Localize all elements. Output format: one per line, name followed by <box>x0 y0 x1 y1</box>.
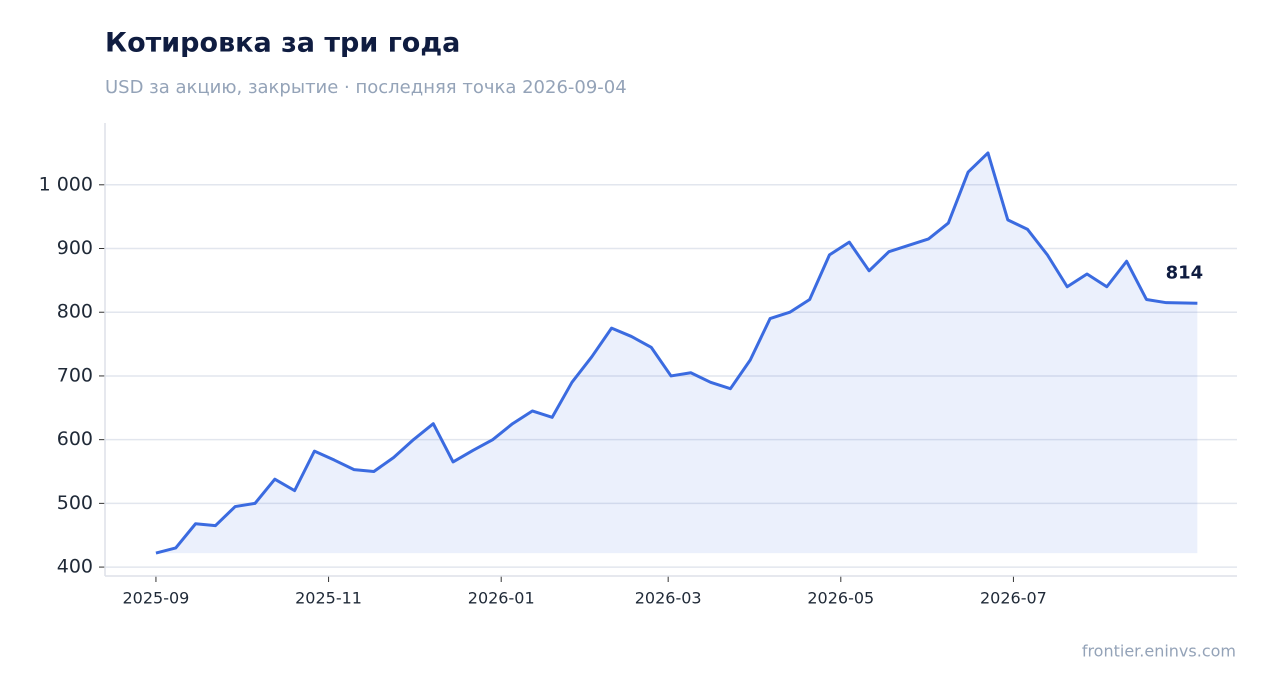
x-tick-label: 2025-09 <box>123 589 190 608</box>
chart-subtitle: USD за акцию, закрытие · последняя точка… <box>105 77 627 98</box>
x-tick-label: 2026-05 <box>807 589 874 608</box>
x-tick-label: 2026-01 <box>468 589 535 608</box>
y-tick-label: 700 <box>57 364 93 386</box>
y-tick-label: 800 <box>57 301 93 323</box>
y-tick-label: 600 <box>57 428 93 450</box>
source: frontier.eninvs.com <box>1082 642 1236 661</box>
y-tick-label: 900 <box>57 237 93 259</box>
y-tick-label: 500 <box>57 492 93 514</box>
y-tick-label: 400 <box>57 556 93 578</box>
line <box>155 151 1198 555</box>
x-tick-label: 2026-03 <box>635 589 702 608</box>
chart-title: Котировка за три года <box>105 28 460 59</box>
x-tick-label: 2025-11 <box>295 589 362 608</box>
y-tick-label: 1 000 <box>39 173 93 195</box>
area <box>155 152 1198 554</box>
x-tick-label: 2026-07 <box>980 589 1047 608</box>
last-value-label: 814 <box>1166 262 1204 283</box>
